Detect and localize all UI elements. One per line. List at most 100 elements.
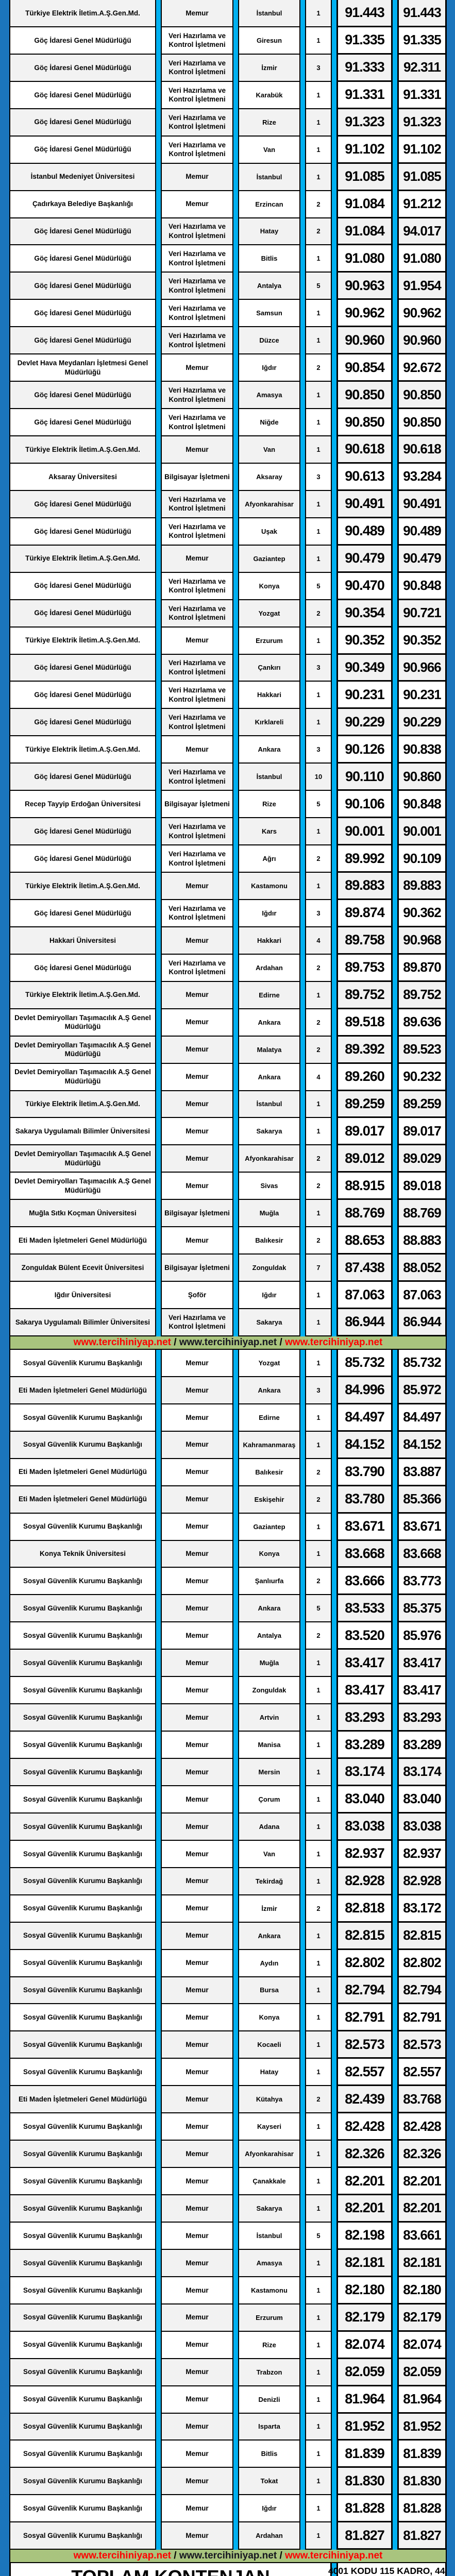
position-cell: Memur	[161, 1595, 233, 1623]
highest-score-cell: 83.887	[397, 1459, 447, 1486]
highest-score-cell: 82.428	[397, 2113, 447, 2141]
city-cell: Samsun	[238, 300, 300, 328]
column-separator	[233, 1173, 238, 1200]
column-separator	[156, 1200, 161, 1228]
tercihiniyap-link[interactable]: www.tercihiniyap.net	[179, 2550, 277, 2562]
table-row: Türkiye Elektrik İletim.A.Ş.Gen.Md. Memur…	[9, 736, 447, 764]
position-cell: Veri Hazırlama ve Kontrol İşletmeni	[161, 218, 233, 246]
institution-cell: Türkiye Elektrik İletim.A.Ş.Gen.Md.	[9, 1091, 156, 1118]
city-cell: İzmir	[238, 54, 300, 82]
institution-cell: Sosyal Güvenlik Kurumu Başkanlığı	[9, 1704, 156, 1732]
column-separator	[300, 2222, 305, 2250]
column-separator	[332, 1759, 336, 1786]
quota-cell: 2	[305, 954, 332, 982]
quota-cell: 1	[305, 709, 332, 737]
highest-score-cell: 85.732	[397, 1349, 447, 1377]
column-separator	[300, 1282, 305, 1309]
highest-score-cell: 83.289	[397, 1732, 447, 1759]
banner-separator: /	[277, 2550, 285, 2562]
column-separator	[300, 1036, 305, 1064]
city-cell: İstanbul	[238, 163, 300, 191]
lowest-score-cell: 89.012	[336, 1145, 393, 1173]
institution-cell: Göç İdaresi Genel Müdürlüğü	[9, 490, 156, 518]
quota-cell: 1	[305, 1282, 332, 1309]
column-separator	[300, 1377, 305, 1404]
column-separator	[233, 981, 238, 1009]
institution-cell: Devlet Demiryolları Taşımacılık A.Ş Gene…	[9, 1009, 156, 1037]
column-separator	[332, 273, 336, 300]
column-separator	[393, 1868, 397, 1895]
column-separator	[393, 927, 397, 955]
city-cell: Kütahya	[238, 2086, 300, 2114]
tercihiniyap-link[interactable]: www.tercihiniyap.net	[285, 2550, 383, 2562]
column-separator	[393, 1486, 397, 1514]
table-row: Sosyal Güvenlik Kurumu Başkanlığı Memur Ar…	[9, 2522, 447, 2550]
highest-score-cell: 83.038	[397, 1813, 447, 1841]
highest-score-cell: 82.181	[397, 2249, 447, 2277]
column-separator	[393, 163, 397, 191]
column-separator	[300, 163, 305, 191]
column-separator	[233, 1868, 238, 1895]
total-row: TOPLAM KONTENJAN 4001 KODU 115 KADRO, 44…	[9, 2563, 447, 2576]
position-cell: Memur	[161, 1009, 233, 1037]
column-separator	[393, 1595, 397, 1623]
table-row: Sosyal Güvenlik Kurumu Başkanlığı Memur Tr…	[9, 2359, 447, 2386]
quota-cell: 1	[305, 2441, 332, 2468]
city-cell: Balıkesir	[238, 1459, 300, 1486]
city-cell: Konya	[238, 2004, 300, 2032]
column-separator	[300, 1255, 305, 1282]
table-row: Sosyal Güvenlik Kurumu Başkanlığı Memur Ha…	[9, 2059, 447, 2087]
column-separator	[393, 572, 397, 600]
city-cell: Hakkari	[238, 927, 300, 955]
table-row: Sosyal Güvenlik Kurumu Başkanlığı Memur Ça…	[9, 2168, 447, 2195]
column-separator	[233, 818, 238, 846]
city-cell: Giresun	[238, 27, 300, 55]
tercihiniyap-link[interactable]: www.tercihiniyap.net	[73, 2550, 171, 2562]
highest-score-cell: 90.352	[397, 627, 447, 655]
highest-score-cell: 91.212	[397, 191, 447, 218]
banner-separator: /	[277, 1336, 285, 1348]
city-cell: Kayseri	[238, 2113, 300, 2141]
column-separator	[156, 81, 161, 109]
table-row: Eti Maden İşletmeleri Genel Müdürlüğü Mem…	[9, 1377, 447, 1404]
column-separator	[156, 490, 161, 518]
column-separator	[393, 245, 397, 273]
institution-cell: Sosyal Güvenlik Kurumu Başkanlığı	[9, 1895, 156, 1923]
tercihiniyap-link[interactable]: www.tercihiniyap.net	[179, 1336, 277, 1348]
position-cell: Memur	[161, 1813, 233, 1841]
position-cell: Veri Hazırlama ve Kontrol İşletmeni	[161, 81, 233, 109]
quota-cell: 2	[305, 1622, 332, 1650]
position-cell: Veri Hazırlama ve Kontrol İşletmeni	[161, 382, 233, 410]
lowest-score-cell: 83.040	[336, 1786, 393, 1814]
column-separator	[300, 2113, 305, 2141]
quota-cell: 1	[305, 1540, 332, 1568]
table-row: Sosyal Güvenlik Kurumu Başkanlığı Memur Te…	[9, 1868, 447, 1895]
column-separator	[156, 2249, 161, 2277]
column-separator	[332, 2004, 336, 2032]
column-separator	[156, 245, 161, 273]
column-separator	[332, 1118, 336, 1146]
city-cell: Iğdır	[238, 1282, 300, 1309]
column-separator	[156, 1255, 161, 1282]
column-separator	[300, 1922, 305, 1950]
column-separator	[393, 273, 397, 300]
position-cell: Veri Hazırlama ve Kontrol İşletmeni	[161, 54, 233, 82]
table-row: Konya Teknik Üniversitesi Memur Konya 1 83.6…	[9, 1540, 447, 1568]
column-separator	[332, 1404, 336, 1432]
position-cell: Bilgisayar İşletmeni	[161, 1255, 233, 1282]
institution-cell: Hakkari Üniversitesi	[9, 927, 156, 955]
column-separator	[156, 845, 161, 873]
tercihiniyap-link[interactable]: www.tercihiniyap.net	[285, 1336, 383, 1348]
column-separator	[233, 1922, 238, 1950]
column-separator	[332, 2141, 336, 2168]
column-separator	[156, 1145, 161, 1173]
column-separator	[233, 791, 238, 819]
column-separator	[156, 218, 161, 246]
column-separator	[300, 218, 305, 246]
column-separator	[233, 1227, 238, 1255]
tercihiniyap-link[interactable]: www.tercihiniyap.net	[73, 1336, 171, 1348]
institution-cell: Göç İdaresi Genel Müdürlüğü	[9, 218, 156, 246]
column-separator	[156, 109, 161, 137]
position-cell: Memur	[161, 2386, 233, 2414]
column-separator	[233, 2141, 238, 2168]
